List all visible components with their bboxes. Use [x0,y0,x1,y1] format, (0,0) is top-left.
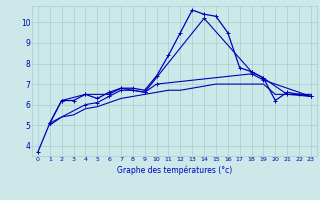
X-axis label: Graphe des températures (°c): Graphe des températures (°c) [117,165,232,175]
